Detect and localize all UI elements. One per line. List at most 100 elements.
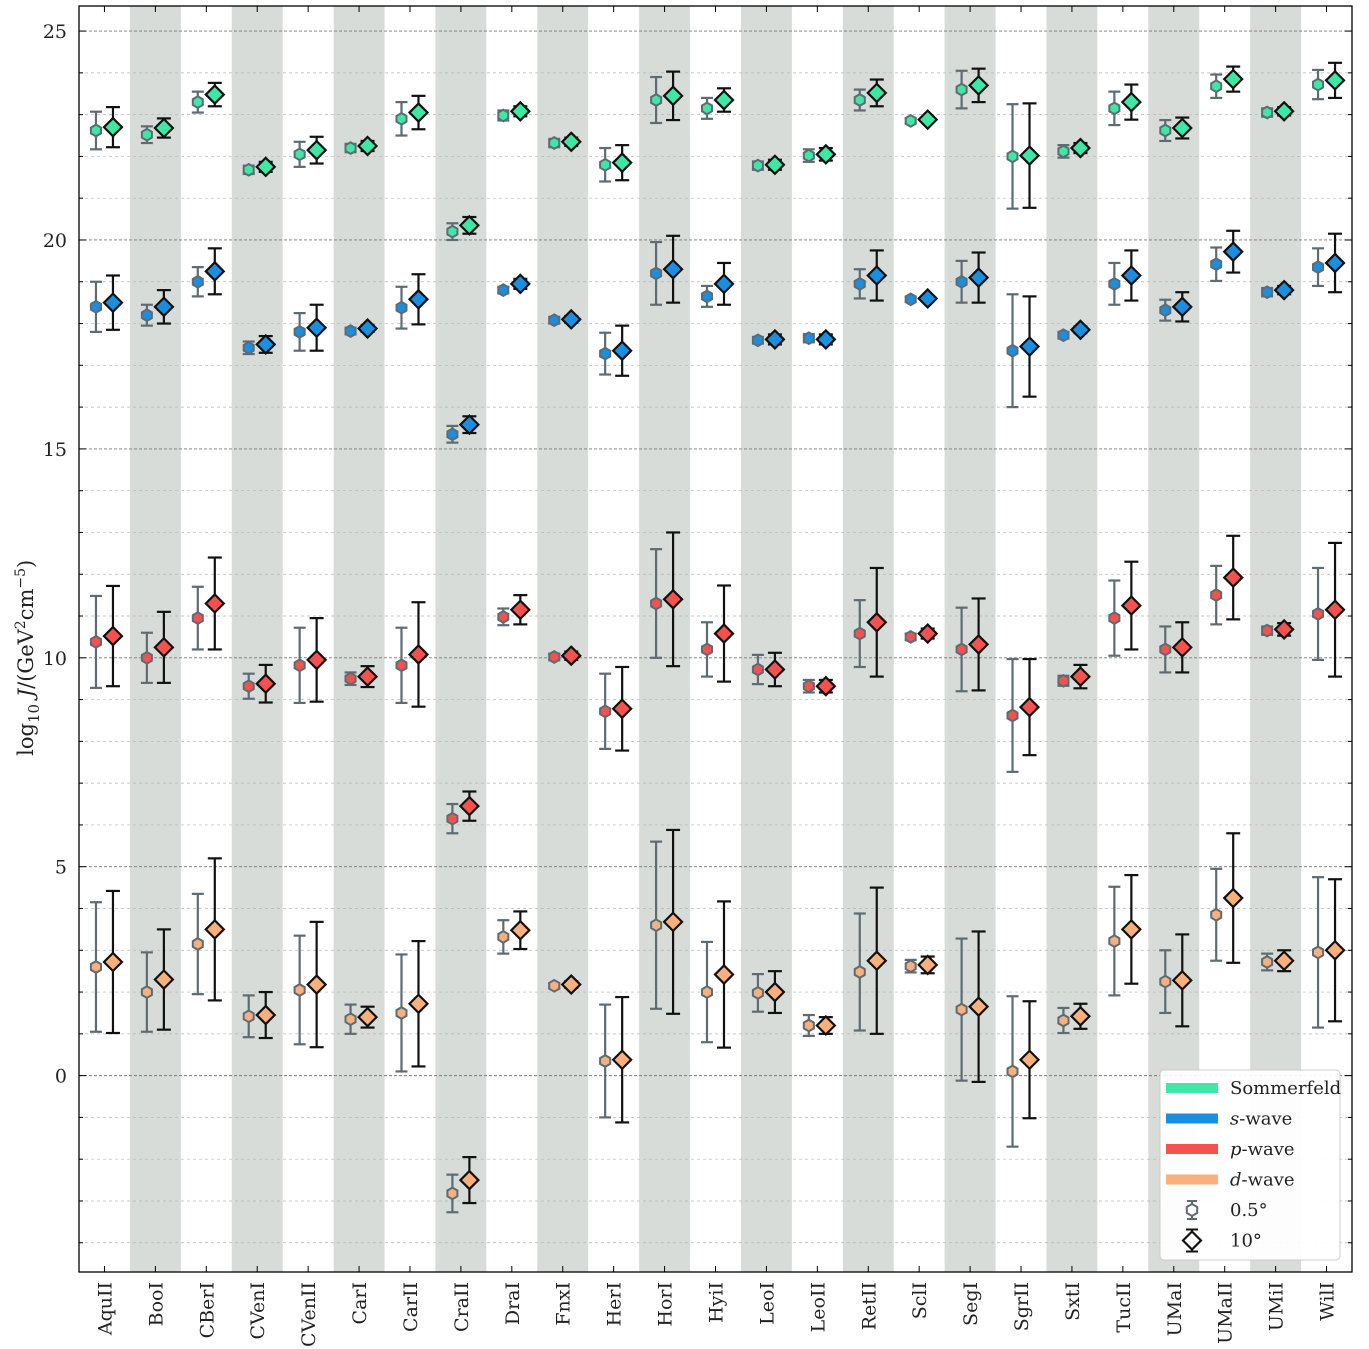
- x-tick-label-HorI: HorI: [655, 1282, 677, 1327]
- point-large-sommerfeld-SegI: [968, 74, 990, 96]
- point-large-p-wave-SegI: [968, 633, 990, 655]
- point-large-d-wave-SegI: [968, 996, 990, 1018]
- point-small-d-wave-SegI: [955, 1002, 968, 1017]
- x-tick-label-SegI: SegI: [960, 1282, 982, 1326]
- legend-label: 10°: [1230, 1231, 1262, 1252]
- point-large-p-wave-CraII: [458, 795, 480, 817]
- point-large-s-wave-UMaII: [1222, 241, 1244, 263]
- x-tick-label-TucII: TucII: [1113, 1282, 1135, 1333]
- point-small-p-wave-TucII: [1108, 611, 1121, 626]
- point-small-d-wave-HyiI: [701, 985, 713, 1000]
- legend-marker-hexagon: [1185, 1202, 1199, 1218]
- point-large-d-wave-CBerI: [204, 918, 226, 940]
- band-UMiI: [1250, 6, 1302, 1272]
- x-tick-label-HerI: HerI: [604, 1282, 626, 1326]
- x-tick-label-FnxI: FnxI: [553, 1282, 575, 1326]
- legend-entry-0: Sommerfeld: [1166, 1078, 1341, 1099]
- point-small-d-wave-HorI: [650, 918, 663, 933]
- point-large-s-wave-SgrII: [1018, 335, 1041, 358]
- point-small-s-wave-DraI: [497, 283, 510, 298]
- point-large-p-wave-UMaI: [1171, 636, 1193, 658]
- point-small-sommerfeld-HyiI: [701, 101, 713, 116]
- point-large-sommerfeld-RetII: [866, 82, 888, 104]
- point-small-p-wave-CraII: [446, 811, 459, 826]
- point-small-p-wave-FnxI: [548, 650, 561, 664]
- point-large-s-wave-FnxI: [560, 308, 582, 330]
- point-small-sommerfeld-UMaII: [1210, 79, 1223, 94]
- point-small-p-wave-SclI: [904, 629, 917, 644]
- x-tick-label-DraI: DraI: [502, 1282, 524, 1325]
- band-SegI: [944, 6, 996, 1272]
- point-large-sommerfeld-SxtI: [1069, 137, 1091, 159]
- point-large-d-wave-BooI: [153, 968, 175, 991]
- y-tick-label: 10: [43, 648, 67, 670]
- point-small-sommerfeld-CraII: [446, 224, 459, 239]
- point-small-sommerfeld-TucII: [1108, 101, 1121, 116]
- point-large-sommerfeld-BooI: [153, 117, 175, 139]
- point-small-p-wave-SegI: [955, 642, 968, 657]
- point-small-d-wave-UMaI: [1159, 974, 1172, 989]
- point-large-s-wave-CraII: [458, 414, 480, 436]
- point-small-p-wave-UMiI: [1261, 623, 1274, 638]
- point-small-p-wave-BooI: [140, 650, 153, 665]
- axes: 0 5 10 15 20 25 AquII BooI CBerI CVenI CVenII CarI C…: [43, 6, 1352, 1347]
- x-tick-label-UMaI: UMaI: [1164, 1282, 1186, 1336]
- point-large-sommerfeld-UMaI: [1171, 117, 1193, 139]
- point-small-p-wave-SxtI: [1057, 673, 1070, 688]
- point-large-p-wave-WilI: [1324, 599, 1346, 621]
- point-small-p-wave-LeoII: [802, 679, 815, 694]
- x-tick-label-CBerI: CBerI: [196, 1282, 218, 1338]
- legend-entry-3: d-wave: [1166, 1170, 1295, 1191]
- point-large-d-wave-UMaII: [1222, 887, 1244, 909]
- y-tick-label: 20: [43, 230, 67, 252]
- point-small-p-wave-CVenII: [293, 658, 306, 673]
- point-small-sommerfeld-FnxI: [548, 136, 561, 150]
- point-large-s-wave-CarI: [357, 318, 379, 340]
- point-large-s-wave-SxtI: [1069, 319, 1091, 341]
- point-small-p-wave-RetII: [853, 626, 866, 641]
- point-small-s-wave-CVenI: [242, 340, 255, 355]
- point-small-sommerfeld-SxtI: [1057, 144, 1070, 159]
- band-UMaI: [1148, 6, 1200, 1272]
- point-large-p-wave-HyiI: [713, 623, 735, 645]
- x-tick-label-UMaII: UMaII: [1215, 1282, 1237, 1344]
- point-large-s-wave-CarII: [407, 288, 430, 310]
- point-large-sommerfeld-WilI: [1324, 69, 1346, 91]
- y-axis-label: log10 J/(GeV2cm−5): [13, 560, 43, 756]
- legend: Sommerfeld s-wave p-wave d-wave 0.5° 10°: [1159, 1069, 1341, 1261]
- point-small-sommerfeld-AquII: [89, 123, 102, 138]
- point-large-s-wave-UMiI: [1273, 279, 1295, 301]
- point-small-d-wave-UMiI: [1261, 955, 1274, 969]
- legend-label: p-wave: [1230, 1139, 1295, 1160]
- legend-entry-4: 0.5°: [1185, 1200, 1268, 1221]
- x-tick-label-RetII: RetII: [858, 1282, 880, 1330]
- point-large-sommerfeld-CBerI: [204, 84, 226, 106]
- point-large-s-wave-DraI: [509, 273, 531, 295]
- point-large-d-wave-HyiI: [713, 963, 735, 986]
- point-large-p-wave-CarI: [357, 666, 379, 688]
- point-small-d-wave-SxtI: [1057, 1013, 1070, 1028]
- x-tick-label-CVenI: CVenI: [247, 1282, 269, 1340]
- point-small-p-wave-DraI: [497, 609, 510, 624]
- background-bands: [129, 6, 1302, 1272]
- point-large-s-wave-HorI: [662, 258, 684, 280]
- point-large-p-wave-AquII: [102, 625, 124, 647]
- point-large-p-wave-UMiI: [1273, 618, 1295, 640]
- point-large-s-wave-HerI: [611, 340, 633, 362]
- point-small-d-wave-CarI: [344, 1012, 357, 1027]
- legend-label: Sommerfeld: [1230, 1078, 1341, 1099]
- point-large-d-wave-SgrII: [1018, 1049, 1041, 1071]
- point-small-sommerfeld-HerI: [599, 157, 612, 172]
- point-large-sommerfeld-CVenII: [306, 139, 328, 161]
- point-large-p-wave-SgrII: [1018, 696, 1041, 718]
- point-small-d-wave-RetII: [853, 965, 866, 979]
- point-small-s-wave-BooI: [140, 308, 153, 323]
- x-tick-label-CraII: CraII: [451, 1282, 473, 1332]
- point-small-sommerfeld-LeoII: [802, 148, 815, 163]
- point-large-sommerfeld-LeoI: [764, 154, 786, 176]
- point-large-p-wave-CBerI: [204, 592, 226, 615]
- point-small-d-wave-CBerI: [191, 937, 204, 951]
- point-small-d-wave-LeoI: [751, 985, 764, 1000]
- point-small-sommerfeld-RetII: [853, 93, 866, 107]
- point-large-p-wave-DraI: [509, 599, 531, 621]
